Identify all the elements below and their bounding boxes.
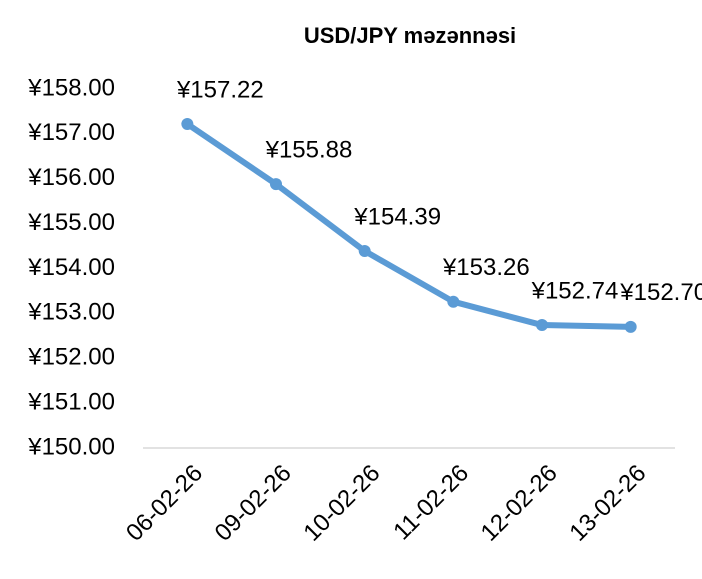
data-point <box>270 178 282 191</box>
x-tick-label: 11-02-26 <box>388 460 474 546</box>
x-tick-label: 09-02-26 <box>210 460 297 547</box>
series-line <box>185 121 631 330</box>
data-label: ¥154.39 <box>353 203 441 230</box>
y-tick-label: ¥156.00 <box>27 164 115 191</box>
data-point <box>624 320 637 333</box>
x-tick-label: 13-02-26 <box>564 460 651 547</box>
y-tick-label: ¥151.00 <box>27 388 115 415</box>
data-label: ¥153.26 <box>442 254 530 281</box>
chart-title: USD/JPY məzənnəsi <box>304 23 516 48</box>
data-point <box>447 295 460 308</box>
x-tick-label: 06-02-26 <box>121 460 208 547</box>
data-label: ¥152.70 <box>619 279 702 306</box>
y-tick-label: ¥155.00 <box>27 209 115 236</box>
data-label: ¥157.22 <box>176 76 264 103</box>
y-tick-label: ¥157.00 <box>27 119 115 146</box>
y-tick-label: ¥150.00 <box>27 433 115 460</box>
data-point <box>358 244 371 257</box>
y-tick-label: ¥152.00 <box>27 344 115 371</box>
data-point <box>536 319 548 332</box>
data-label: ¥155.88 <box>265 136 353 163</box>
y-tick-label: ¥158.00 <box>27 74 115 101</box>
y-tick-label: ¥154.00 <box>27 254 115 281</box>
x-tick-label: 12-02-26 <box>476 460 563 547</box>
data-point <box>181 118 194 131</box>
data-label: ¥152.74 <box>531 277 619 304</box>
y-tick-label: ¥153.00 <box>27 299 115 326</box>
x-tick-label: 10-02-26 <box>298 460 385 547</box>
